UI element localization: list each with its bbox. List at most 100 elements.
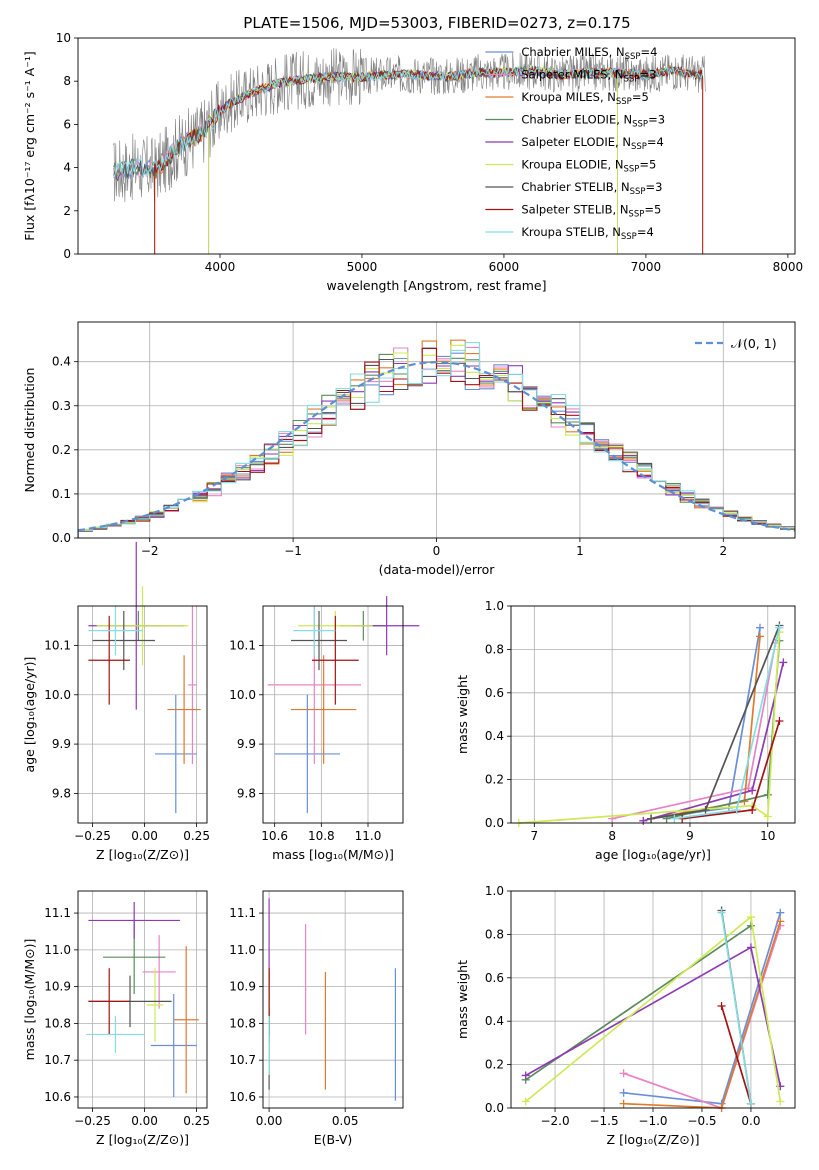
figure-title: PLATE=1506, MJD=53003, FIBERID=0273, z=0… (243, 14, 630, 32)
panel-mass-vs-Z: −0.25 0.00 0.25 10.6 10.7 10.8 10.9 11.0 11.1 Z [… (22, 890, 210, 1147)
y-axis-label: mass weight (455, 960, 470, 1039)
axes-frame (510, 890, 796, 1109)
weight-line (518, 631, 781, 824)
y-axis-label: mass [log₁₀(M/M⊙)] (22, 939, 37, 1061)
legend-entry: Kroupa STELIB, NSSP=4 (521, 225, 653, 242)
panel-residuals: −2 −1 0 1 2 0.0 0.1 0.2 0.3 0.4 (data-model)/error… (22, 321, 796, 577)
legend-entry: Kroupa ELODIE, NSSP=5 (521, 158, 656, 175)
y-tick-label: 0.1 (52, 487, 71, 501)
axes-frame (77, 890, 208, 1109)
x-tick-label: 2 (719, 544, 727, 558)
legend-value: =3 (639, 68, 656, 82)
axes-frame (510, 605, 796, 824)
x-tick-label: 0 (433, 544, 441, 558)
y-axis-label: age [log₁₀(age/yr)] (22, 657, 37, 773)
y-tick-label: 11.1 (229, 906, 256, 920)
x-tick-label: 0.00 (131, 1114, 158, 1128)
x-tick-label: 0.25 (183, 829, 210, 843)
y-axis-label: Normed distribution (22, 368, 37, 493)
x-tick-label: −0.25 (74, 829, 111, 843)
y-tick-label: 0.4 (485, 1014, 504, 1028)
y-tick-label: 10.0 (44, 688, 71, 702)
x-tick-label: 10.6 (261, 829, 288, 843)
legend-subscript: SSP (625, 52, 641, 62)
legend-subscript: SSP (621, 232, 637, 242)
y-tick-label: 0 (63, 247, 71, 261)
legend-entry: Chabrier ELODIE, NSSP=3 (521, 113, 665, 130)
y-tick-label: 10.6 (229, 1090, 256, 1104)
weight-marker (521, 1071, 530, 1080)
legend-subscript: SSP (623, 75, 639, 85)
y-tick-label: 9.9 (52, 737, 71, 751)
y-tick-label: 10.7 (229, 1053, 256, 1067)
legend-subscript: SSP (628, 210, 644, 220)
legend-value: =3 (648, 113, 665, 127)
x-axis-label: Z [log₁₀(Z/Z⊙)] (96, 1132, 189, 1147)
x-axis-label: age [log₁₀(age/yr)] (595, 847, 711, 862)
y-tick-label: 4 (63, 161, 71, 175)
axes-frame (77, 37, 796, 255)
axes-frame (77, 605, 208, 824)
axes-frame (77, 321, 796, 539)
y-tick-label: 0.0 (485, 1101, 504, 1115)
weight-marker (717, 908, 726, 917)
legend-value: =5 (644, 203, 661, 217)
y-tick-label: 10.1 (44, 638, 71, 652)
x-axis-label: E(B-V) (314, 1132, 353, 1147)
y-tick-label: 0.6 (485, 971, 504, 985)
weight-marker (746, 921, 755, 930)
x-tick-label: 0.0 (741, 1114, 760, 1128)
x-axis-label: wavelength [Angstrom, rest frame] (326, 278, 546, 293)
legend: Chabrier MILES, NSSP=4 Salpeter MILES, NS… (485, 45, 665, 242)
panel-age-vs-mass: 10.6 10.8 11.0 9.8 9.9 10.0 10.1 mass [log₁₀(M/… (229, 596, 420, 862)
x-tick-label: −1.5 (589, 1114, 618, 1128)
axes-frame (262, 890, 404, 1109)
y-tick-label: 10.6 (44, 1090, 71, 1104)
weight-marker (732, 805, 741, 814)
weight-marker (701, 805, 710, 814)
y-axis-label: mass weight (455, 675, 470, 754)
weight-marker (755, 632, 764, 641)
histograms (78, 339, 795, 538)
legend-entry: Salpeter ELODIE, NSSP=4 (521, 135, 664, 152)
x-tick-label: −1 (284, 544, 302, 558)
x-tick-label: 5000 (347, 260, 378, 274)
x-tick-label: 8000 (773, 260, 804, 274)
y-tick-label: 10.7 (44, 1053, 71, 1067)
weight-line (650, 636, 761, 820)
weight-line (720, 912, 752, 1104)
y-tick-label: 11.0 (229, 943, 256, 957)
y-tick-label: 0.8 (485, 642, 504, 656)
weight-line (643, 662, 785, 822)
weight-marker (619, 1088, 628, 1097)
weight-marker (639, 816, 648, 825)
y-tick-label: 0.6 (485, 686, 504, 700)
y-tick-label: 10.0 (229, 688, 256, 702)
weight-marker (776, 917, 785, 926)
legend-subscript: SSP (632, 120, 648, 130)
x-tick-label: 7000 (631, 260, 662, 274)
weight-marker (717, 1002, 726, 1011)
legend-value: =4 (647, 135, 664, 149)
y-tick-label: 0.8 (485, 927, 504, 941)
legend-value: =4 (641, 45, 658, 59)
y-tick-label: 9.9 (237, 737, 256, 751)
weight-marker (776, 908, 785, 917)
x-axis-label: Z [log₁₀(Z/Z⊙)] (607, 1132, 700, 1147)
y-tick-label: 1.0 (485, 884, 504, 898)
x-tick-label: −2 (141, 544, 159, 558)
x-tick-label: 1 (576, 544, 584, 558)
panel-spectrum: 4000 5000 6000 7000 8000 0 2 4 6 8 10 wavelength [A… (22, 31, 803, 293)
legend-entry: Salpeter STELIB, NSSP=5 (521, 203, 661, 220)
legend-subscript: SSP (631, 142, 647, 152)
weight-marker (763, 812, 772, 821)
panel-weight-vs-age: 7 8 9 10 0.0 0.2 0.4 0.6 0.8 1.0 age [log₁₀(age/yr… (455, 599, 796, 862)
x-tick-label: 10 (760, 829, 775, 843)
x-tick-label: 0.00 (256, 1114, 283, 1128)
legend-value: =3 (646, 180, 663, 194)
legend-value: =5 (632, 90, 649, 104)
y-tick-label: 9.8 (52, 786, 71, 800)
x-axis-label: (data-model)/error (379, 562, 496, 577)
weight-marker (763, 790, 772, 799)
